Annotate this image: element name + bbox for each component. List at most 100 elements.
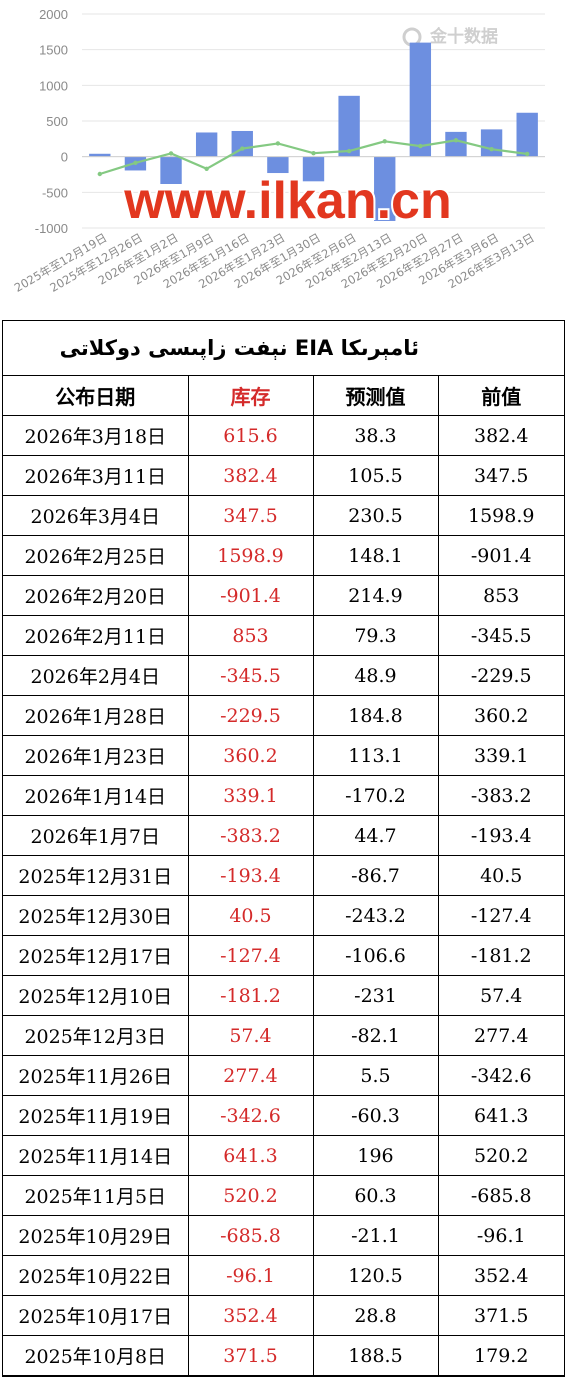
- header-row: 公布日期 库存 预测值 前值: [3, 376, 564, 416]
- table-row: 2026年3月4日 347.5 230.5 1598.9: [3, 495, 564, 536]
- header-inventory: 库存: [187, 376, 314, 416]
- line-point: [418, 143, 423, 149]
- cell-forecast: 38.3: [312, 415, 439, 456]
- table-row: 2025年12月31日 -193.4 -86.7 40.5: [3, 855, 564, 896]
- cell-forecast: -231: [312, 975, 439, 1016]
- cell-date: 2025年10月8日: [3, 1335, 189, 1376]
- cell-previous: 641.3: [437, 1095, 564, 1136]
- table-title: ئامېرىكا EIA نېفت زاپىسى دوكلاتى: [3, 321, 564, 376]
- cell-previous: 352.4: [437, 1255, 564, 1296]
- table-row: 2025年10月17日 352.4 28.8 371.5: [3, 1295, 564, 1336]
- y-tick-label: 0: [61, 150, 68, 165]
- cell-forecast: 184.8: [312, 695, 439, 736]
- cell-forecast: 188.5: [312, 1335, 439, 1376]
- cell-previous: 277.4: [437, 1015, 564, 1056]
- cell-previous: 57.4: [437, 975, 564, 1016]
- header-previous: 前值: [437, 376, 564, 416]
- cell-previous: -685.8: [437, 1175, 564, 1216]
- cell-forecast: 120.5: [312, 1255, 439, 1296]
- cell-date: 2026年2月11日: [3, 615, 189, 656]
- cell-date: 2025年12月10日: [3, 975, 189, 1016]
- cell-forecast: 148.1: [312, 535, 439, 576]
- cell-previous: -901.4: [437, 535, 564, 576]
- cell-forecast: -82.1: [312, 1015, 439, 1056]
- cell-date: 2026年2月4日: [3, 655, 189, 696]
- bar: [374, 156, 396, 221]
- y-tick-label: 1500: [39, 43, 68, 58]
- bar: [231, 130, 253, 157]
- line-point: [97, 171, 103, 177]
- cell-previous: -229.5: [437, 655, 564, 696]
- cell-inventory: -685.8: [187, 1215, 314, 1256]
- cell-previous: -383.2: [437, 775, 564, 816]
- cell-inventory: 277.4: [187, 1055, 314, 1096]
- cell-forecast: -106.6: [312, 935, 439, 976]
- cell-forecast: 196: [312, 1135, 439, 1176]
- cell-forecast: 28.8: [312, 1295, 439, 1336]
- cell-previous: -193.4: [437, 815, 564, 856]
- cell-previous: 1598.9: [437, 495, 564, 536]
- cell-inventory: 347.5: [187, 495, 314, 536]
- line-point: [453, 138, 459, 143]
- y-tick-label: 1000: [39, 78, 68, 93]
- watermark-text: www.ilkan.cn: [123, 172, 452, 230]
- cell-inventory: 57.4: [187, 1015, 314, 1056]
- y-tick-label: 500: [46, 114, 68, 129]
- table-row: 2026年2月25日 1598.9 148.1 -901.4: [3, 535, 564, 576]
- cell-inventory: 339.1: [187, 775, 314, 816]
- bar: [445, 131, 467, 157]
- table-row: 2026年2月4日 -345.5 48.9 -229.5: [3, 655, 564, 696]
- cell-previous: -127.4: [437, 895, 564, 936]
- bar: [516, 112, 538, 157]
- cell-date: 2026年2月20日: [3, 575, 189, 616]
- cell-inventory: 371.5: [187, 1335, 314, 1376]
- table-row: 2026年3月18日 615.6 38.3 382.4: [3, 415, 564, 456]
- cell-date: 2026年3月11日: [3, 455, 189, 496]
- cell-date: 2025年12月31日: [3, 855, 189, 896]
- bar: [89, 153, 111, 157]
- eia-table: ئامېرىكا EIA نېفت زاپىسى دوكلاتى 公布日期 库存…: [2, 320, 565, 1377]
- cell-forecast: 113.1: [312, 735, 439, 776]
- bar: [160, 156, 182, 185]
- logo-text: 金十数据: [429, 26, 498, 47]
- cell-previous: 179.2: [437, 1335, 564, 1376]
- cell-date: 2025年10月22日: [3, 1255, 189, 1296]
- cell-date: 2025年10月17日: [3, 1295, 189, 1336]
- line-point: [489, 146, 494, 152]
- cell-date: 2026年1月14日: [3, 775, 189, 816]
- cell-forecast: 5.5: [312, 1055, 439, 1096]
- cell-date: 2025年12月30日: [3, 895, 189, 936]
- cell-forecast: 79.3: [312, 615, 439, 656]
- bar: [302, 156, 325, 182]
- cell-previous: 347.5: [437, 455, 564, 496]
- table-row: 2025年10月22日 -96.1 120.5 352.4: [3, 1255, 564, 1296]
- cell-forecast: 48.9: [312, 655, 439, 696]
- cell-previous: -96.1: [437, 1215, 564, 1256]
- cell-inventory: 1598.9: [187, 535, 314, 576]
- bar: [267, 156, 289, 174]
- table-row: 2025年10月8日 371.5 188.5 179.2: [3, 1335, 564, 1376]
- cell-inventory: 641.3: [187, 1135, 314, 1176]
- line-point: [168, 151, 174, 156]
- table-row: 2025年12月3日 57.4 -82.1 277.4: [3, 1015, 564, 1056]
- table-row: 2025年12月17日 -127.4 -106.6 -181.2: [3, 935, 564, 976]
- cell-inventory: 360.2: [187, 735, 314, 776]
- cell-inventory: -181.2: [187, 975, 314, 1016]
- cell-inventory: 615.6: [187, 415, 314, 456]
- y-tick-label: -500: [42, 185, 68, 200]
- cell-inventory: 853: [187, 615, 314, 656]
- cell-inventory: 352.4: [187, 1295, 314, 1336]
- y-tick-label: -1000: [35, 221, 68, 236]
- cell-forecast: 214.9: [312, 575, 439, 616]
- cell-inventory: -345.5: [187, 655, 314, 696]
- cell-previous: 853: [437, 575, 564, 616]
- cell-inventory: -96.1: [187, 1255, 314, 1296]
- cell-previous: 371.5: [437, 1295, 564, 1336]
- cell-date: 2025年11月14日: [3, 1135, 189, 1176]
- cell-inventory: 520.2: [187, 1175, 314, 1216]
- cell-date: 2026年1月23日: [3, 735, 189, 776]
- data-table: 公布日期 库存 预测值 前值 2026年3月18日 615.6 38.3 382.4 2…: [3, 376, 564, 1376]
- bar: [338, 95, 360, 157]
- cell-date: 2026年3月4日: [3, 495, 189, 536]
- cell-forecast: -243.2: [312, 895, 439, 936]
